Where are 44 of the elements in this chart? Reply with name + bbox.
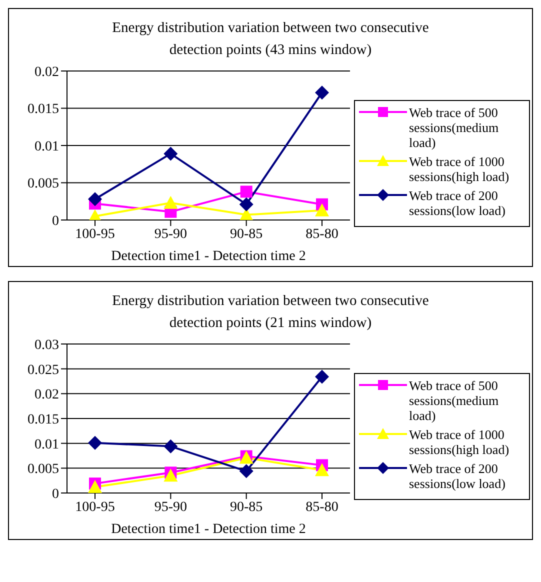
x-tick-label: 85-80	[306, 500, 338, 515]
point	[88, 192, 102, 206]
point	[239, 464, 254, 478]
point	[164, 196, 178, 209]
point	[315, 463, 329, 476]
legend-label: Web trace of 500 sessions(medium load)	[409, 378, 500, 423]
y-tick-label: 0.02	[34, 64, 59, 80]
point	[88, 480, 102, 493]
x-tick-label: 85-80	[306, 226, 338, 242]
chart-title: Energy distribution variation between two consecutive detection points (43 mins window)	[111, 19, 430, 60]
y-tick-label: 0	[52, 486, 59, 502]
y-tick-label: 0.025	[28, 362, 59, 378]
chart-title: Energy distribution variation between two consecutive detection points (21 mins window)	[111, 292, 430, 333]
x-axis-title: Detection time1 - Detection time 2	[111, 522, 306, 537]
point	[315, 86, 329, 100]
point	[239, 197, 254, 212]
y-tick-label: 0	[52, 214, 59, 229]
x-tick-label: 90-85	[230, 500, 263, 515]
point	[164, 468, 178, 482]
x-tick-label: 95-90	[154, 226, 188, 242]
y-tick-label: 0.02	[34, 388, 59, 403]
point	[315, 203, 329, 216]
y-tick-label: 0.005	[28, 462, 59, 478]
x-tick-label: 90-85	[230, 226, 263, 242]
point	[88, 436, 102, 450]
x-tick-label: 100-95	[75, 500, 115, 515]
legend-label: Web trace of 500 sessions(medium load)	[409, 105, 500, 150]
x-tick-label: 95-90	[154, 500, 188, 515]
x-axis-title: Detection time1 - Detection time 2	[111, 249, 306, 264]
legend-label: Web trace of 200 sessions(low load)	[409, 188, 506, 218]
x-tick-label: 100-95	[75, 226, 115, 242]
legend-label: Web trace of 1000 sessions(high load)	[409, 154, 510, 184]
point	[164, 439, 178, 454]
y-tick-label: 0.015	[28, 412, 59, 428]
y-tick-label: 0.01	[34, 139, 59, 154]
point	[164, 146, 178, 161]
point	[240, 186, 252, 198]
y-tick-label: 0.015	[28, 102, 59, 118]
y-tick-label: 0.03	[34, 338, 59, 353]
legend-label: Web trace of 200 sessions(low load)	[409, 461, 506, 491]
y-tick-label: 0.005	[28, 176, 59, 192]
point	[315, 370, 329, 384]
y-tick-label: 0.01	[34, 437, 59, 452]
legend-label: Web trace of 1000 sessions(high load)	[409, 427, 510, 457]
